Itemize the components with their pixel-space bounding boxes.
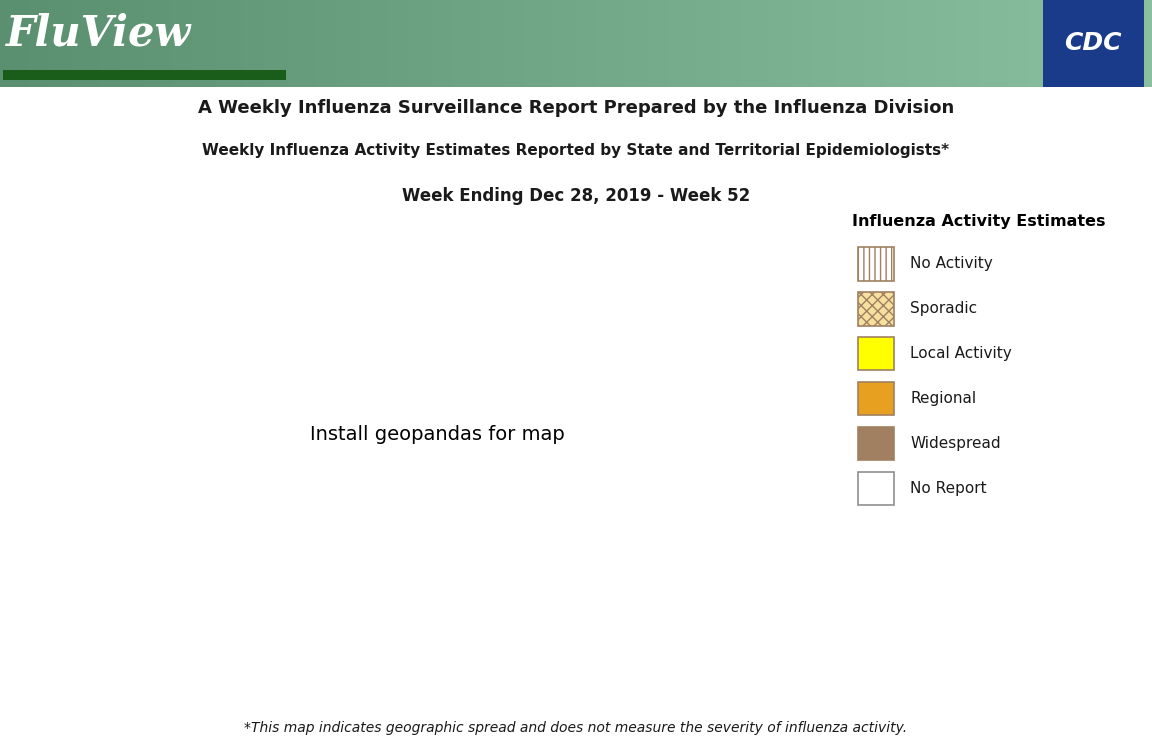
Text: Widespread: Widespread [910,436,1001,451]
FancyBboxPatch shape [858,247,894,280]
Text: *This map indicates geographic spread and does not measure the severity of influ: *This map indicates geographic spread an… [244,720,908,735]
Text: Influenza Activity Estimates: Influenza Activity Estimates [852,214,1106,229]
FancyBboxPatch shape [3,70,286,80]
Text: No Report: No Report [910,481,987,496]
FancyBboxPatch shape [858,293,894,326]
Text: Local Activity: Local Activity [910,346,1013,361]
Text: Regional: Regional [910,391,977,406]
FancyBboxPatch shape [858,337,894,370]
Text: CDC: CDC [1064,32,1122,55]
FancyBboxPatch shape [858,382,894,415]
Text: FluView: FluView [6,12,191,54]
FancyBboxPatch shape [858,472,894,505]
Text: A Weekly Influenza Surveillance Report Prepared by the Influenza Division: A Weekly Influenza Surveillance Report P… [198,100,954,117]
Text: Weekly Influenza Activity Estimates Reported by State and Territorial Epidemiolo: Weekly Influenza Activity Estimates Repo… [203,143,949,158]
FancyBboxPatch shape [1043,0,1144,87]
Text: Week Ending Dec 28, 2019 - Week 52: Week Ending Dec 28, 2019 - Week 52 [402,187,750,205]
FancyBboxPatch shape [858,427,894,460]
Text: No Activity: No Activity [910,256,993,271]
Text: Install geopandas for map: Install geopandas for map [310,425,566,445]
Text: Sporadic: Sporadic [910,302,977,317]
